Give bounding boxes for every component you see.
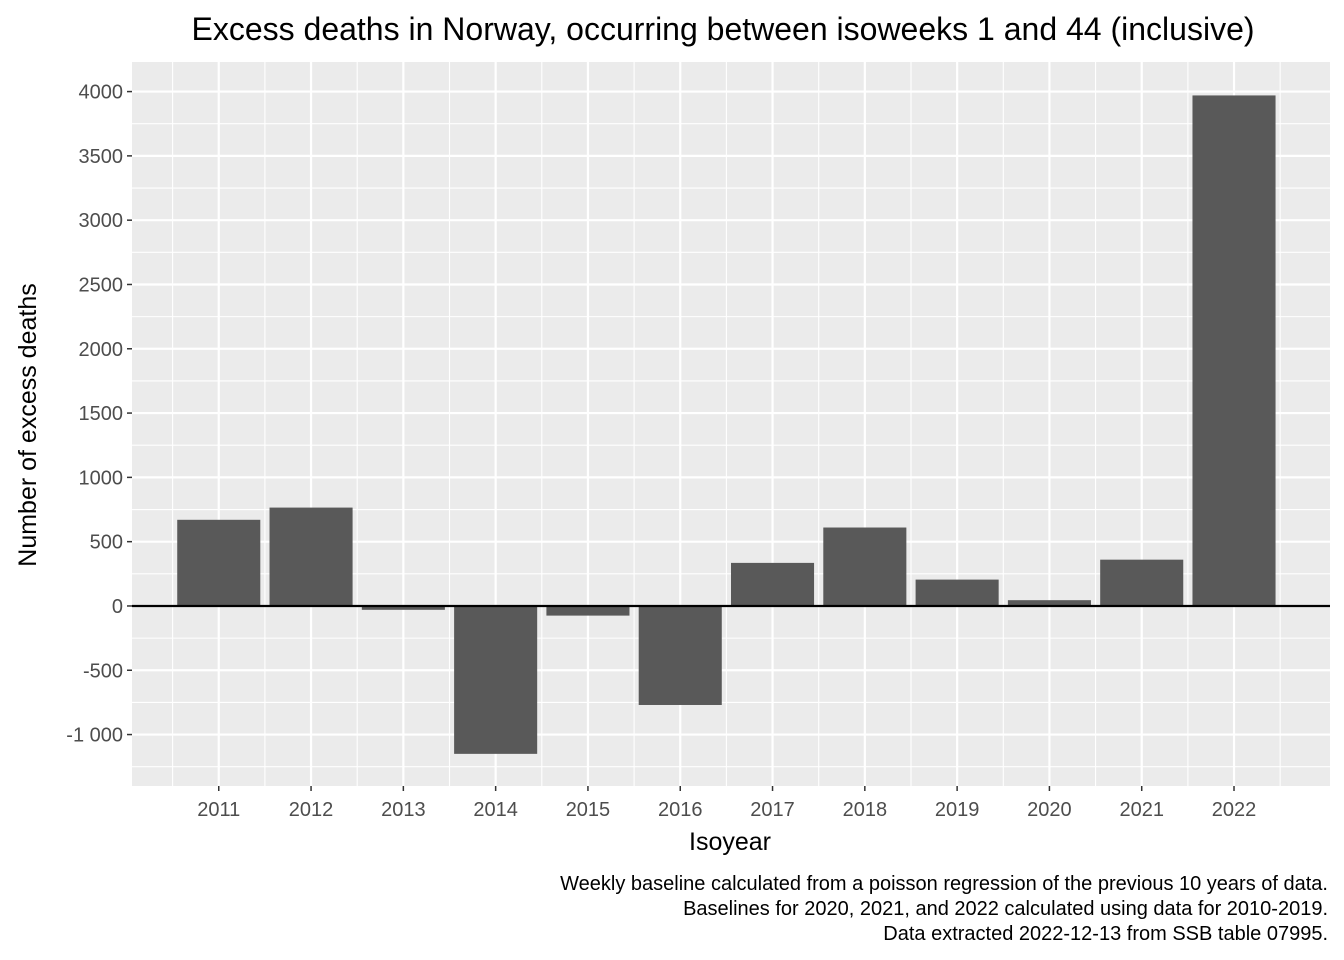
- x-tick-label: 2012: [289, 799, 334, 821]
- y-tick-label: 0: [112, 596, 123, 618]
- y-tick-label: 1500: [79, 403, 124, 425]
- y-tick-label: -1 000: [66, 725, 123, 747]
- bar-2017: [731, 562, 815, 606]
- bar-2020: [1007, 600, 1091, 606]
- x-tick-label: 2015: [566, 799, 611, 821]
- y-tick-label: 1000: [79, 467, 124, 489]
- y-tick-label: 3500: [79, 146, 124, 168]
- x-tick-label: 2018: [843, 799, 888, 821]
- y-axis-title: Number of excess deaths: [14, 283, 42, 566]
- y-axis-ticks: -1 000 -500 0 500 1000 1500 2000 2500 3000 3500 40…: [66, 82, 132, 747]
- bar-2019: [915, 579, 999, 606]
- y-tick-label: 3000: [79, 210, 124, 232]
- x-tick-label: 2021: [1119, 799, 1164, 821]
- bar-2016: [638, 605, 722, 705]
- bar-2015: [546, 605, 630, 616]
- x-tick-label: 2016: [658, 799, 703, 821]
- y-tick-label: 500: [90, 532, 123, 554]
- bar-2013: [361, 605, 445, 610]
- x-tick-label: 2011: [197, 799, 240, 821]
- bar-2012: [269, 507, 353, 606]
- y-tick-label: 2000: [79, 339, 124, 361]
- bar-2018: [823, 527, 907, 606]
- y-tick-label: 2500: [79, 274, 124, 296]
- x-axis-ticks: 2011 2012 2013 2014 2015 2016 2017 2018 2019 2020…: [197, 786, 1256, 821]
- chart-title: Excess deaths in Norway, occurring betwe…: [191, 11, 1254, 47]
- x-tick-label: 2020: [1027, 799, 1072, 821]
- caption-line-1: Weekly baseline calculated from a poisso…: [560, 873, 1328, 895]
- x-tick-label: 2013: [381, 799, 426, 821]
- x-tick-label: 2022: [1212, 799, 1257, 821]
- y-tick-label: -500: [83, 660, 123, 682]
- bar-2011: [177, 519, 261, 606]
- bar-2014: [454, 605, 538, 754]
- plot-panel: [132, 62, 1330, 786]
- x-axis-title: Isoyear: [689, 828, 771, 856]
- bar-2021: [1100, 559, 1184, 606]
- bar-2022: [1192, 95, 1276, 606]
- x-tick-label: 2019: [935, 799, 980, 821]
- minor-gridlines: [132, 62, 1330, 786]
- caption-line-2: Baselines for 2020, 2021, and 2022 calcu…: [683, 898, 1328, 920]
- x-tick-label: 2017: [750, 799, 795, 821]
- y-tick-label: 4000: [79, 82, 124, 104]
- caption-line-3: Data extracted 2022-12-13 from SSB table…: [883, 923, 1328, 945]
- bars: [177, 95, 1276, 754]
- x-tick-label: 2014: [473, 799, 518, 821]
